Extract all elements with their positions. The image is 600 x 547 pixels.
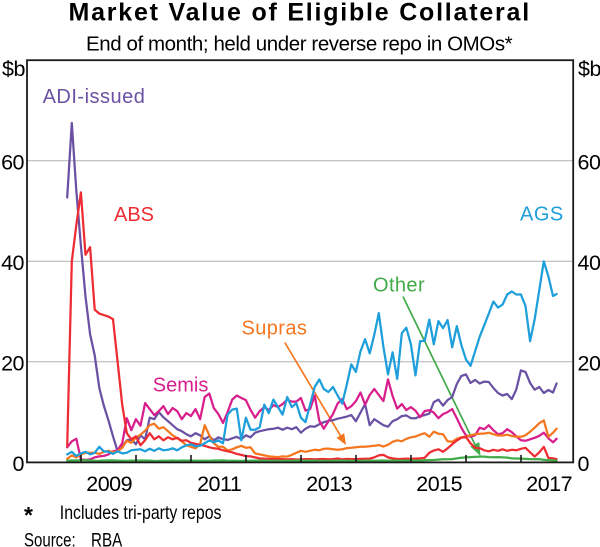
svg-text:$b: $b	[2, 57, 25, 81]
svg-text:2017: 2017	[526, 472, 572, 496]
svg-text:40: 40	[578, 251, 600, 275]
svg-text:ADI-issued: ADI-issued	[43, 86, 146, 108]
svg-text:2009: 2009	[86, 472, 132, 496]
svg-text:Semis: Semis	[153, 375, 209, 397]
svg-text:End of month; held under rever: End of month; held under reverse repo in…	[86, 33, 513, 56]
svg-text:ABS: ABS	[114, 204, 154, 226]
svg-text:2011: 2011	[197, 472, 241, 496]
svg-text:Market Value of Eligible Colla: Market Value of Eligible Collateral	[69, 0, 531, 27]
svg-text:*: *	[24, 502, 33, 528]
svg-text:AGS: AGS	[520, 204, 564, 226]
svg-text:0: 0	[13, 452, 25, 476]
svg-text:60: 60	[1, 150, 24, 174]
svg-text:Other: Other	[373, 275, 425, 297]
svg-text:2015: 2015	[416, 472, 462, 496]
svg-text:0: 0	[578, 452, 590, 476]
svg-text:$b: $b	[578, 57, 600, 81]
svg-text:20: 20	[578, 351, 600, 375]
svg-text:20: 20	[1, 351, 24, 375]
svg-text:RBA: RBA	[91, 529, 123, 547]
svg-text:Supras: Supras	[242, 317, 308, 339]
svg-text:Source:: Source:	[24, 530, 76, 547]
svg-text:Includes tri-party repos: Includes tri-party repos	[60, 502, 222, 524]
svg-text:2013: 2013	[306, 472, 352, 496]
svg-text:40: 40	[1, 251, 24, 275]
svg-text:60: 60	[578, 150, 600, 174]
